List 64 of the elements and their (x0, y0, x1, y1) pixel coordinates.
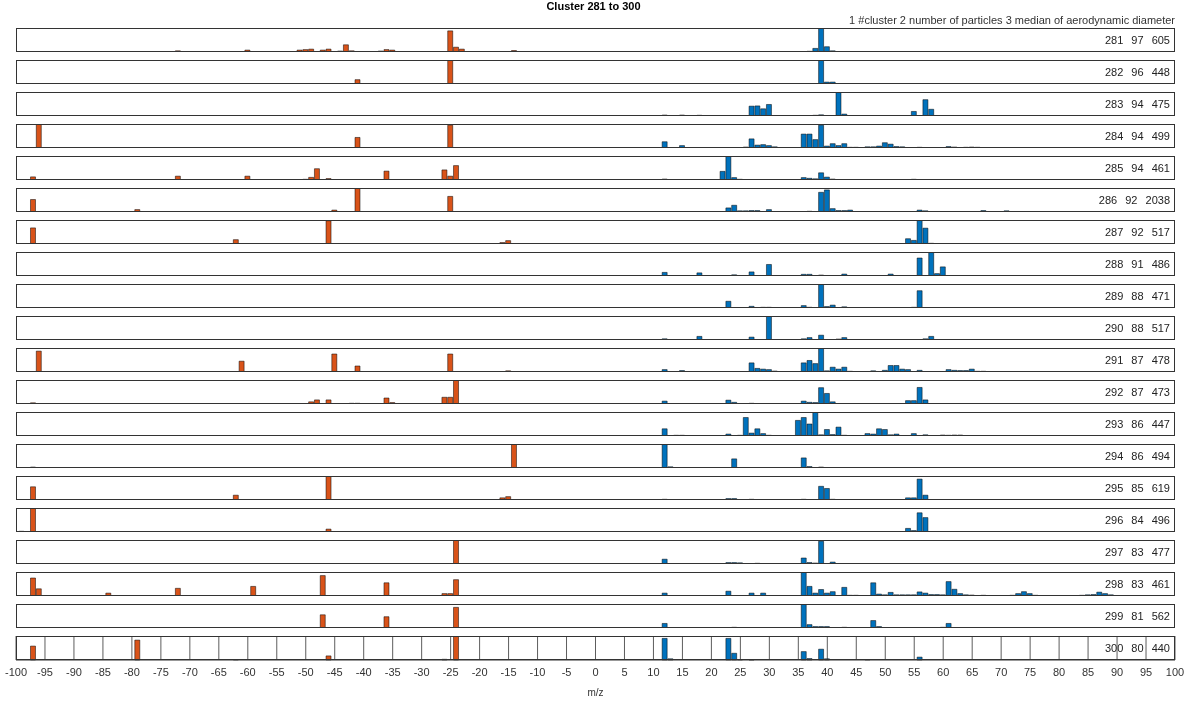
x-tick-label: -85 (94, 665, 111, 678)
x-tick-label: 40 (821, 665, 834, 678)
x-tick-label: -30 (413, 665, 430, 678)
chart-title: Cluster 281 to 300 (545, 0, 642, 12)
annotation: 282 96 448 (1104, 66, 1170, 78)
annotation: 300 80 440 (1104, 642, 1170, 654)
annotation: 288 91 486 (1104, 258, 1170, 270)
x-tick-label: -70 (181, 665, 198, 678)
annotation: 287 92 517 (1104, 226, 1170, 238)
x-tick-label: 45 (850, 665, 863, 678)
x-tick-label: -65 (210, 665, 227, 678)
annotation: 296 84 496 (1104, 514, 1170, 526)
annotation: 298 83 461 (1104, 578, 1170, 590)
x-tick-label: -60 (239, 665, 256, 678)
x-tick-label: -55 (268, 665, 285, 678)
annotation: 283 94 475 (1104, 98, 1170, 110)
x-tick-label: -10 (529, 665, 546, 678)
x-tick-label: 60 (937, 665, 950, 678)
x-tick-label: 5 (621, 665, 628, 678)
x-tick-label: 65 (966, 665, 979, 678)
annotation: 284 94 499 (1104, 130, 1170, 142)
x-tick-label: -80 (123, 665, 140, 678)
x-tick-label: 50 (879, 665, 892, 678)
x-tick-label: 90 (1110, 665, 1124, 678)
x-tick-label: -40 (355, 665, 372, 678)
annotation: 294 86 494 (1104, 450, 1170, 462)
text: 1 #cluster 2 number of particles 3 median of aerodynamic diameter (849, 14, 1175, 26)
x-tick-label: -15 (500, 665, 517, 678)
x-tick-label: 95 (1139, 665, 1153, 678)
x-tick-label: 0 (592, 665, 599, 678)
annotation: 289 88 471 (1104, 290, 1170, 302)
x-tick-label: -35 (384, 665, 401, 678)
annotation: 299 81 562 (1104, 610, 1170, 622)
x-tick-label: -45 (326, 665, 343, 678)
x-tick-label: -20 (471, 665, 488, 678)
x-tick-label: -75 (152, 665, 169, 678)
annotation: 286 92 2038 (1098, 194, 1170, 206)
annotation: 290 88 517 (1104, 322, 1170, 334)
x-tick-label: -90 (66, 665, 82, 678)
x-tick-label: 70 (995, 665, 1008, 678)
annotation: 295 85 619 (1104, 482, 1170, 494)
x-axis-title: m/z (587, 687, 604, 698)
x-tick-label: -95 (37, 665, 53, 678)
x-tick-label: -25 (442, 665, 459, 678)
x-tick-label: 55 (908, 665, 921, 678)
x-tick-label: 10 (647, 665, 660, 678)
x-tick-label: 80 (1052, 665, 1066, 678)
x-tick-label: 75 (1024, 665, 1037, 678)
annotation: 292 87 473 (1104, 386, 1170, 398)
annotation: 297 83 477 (1104, 546, 1170, 558)
x-tick-label: 85 (1081, 665, 1095, 678)
x-tick-label: 35 (792, 665, 805, 678)
x-tick-label: -5 (561, 665, 572, 678)
x-tick-label: 30 (763, 665, 776, 678)
annotation: 293 86 447 (1104, 418, 1170, 430)
x-tick-label: 20 (705, 665, 718, 678)
annotation: 291 87 478 (1104, 354, 1170, 366)
annotation: 281 97 605 (1104, 34, 1170, 46)
annotation: 285 94 461 (1104, 162, 1170, 174)
x-tick-label: 25 (734, 665, 747, 678)
x-tick-label: 100 (1165, 665, 1185, 678)
x-tick-label: -100 (4, 665, 28, 678)
x-tick-label: -50 (297, 665, 314, 678)
x-tick-label: 15 (676, 665, 689, 678)
